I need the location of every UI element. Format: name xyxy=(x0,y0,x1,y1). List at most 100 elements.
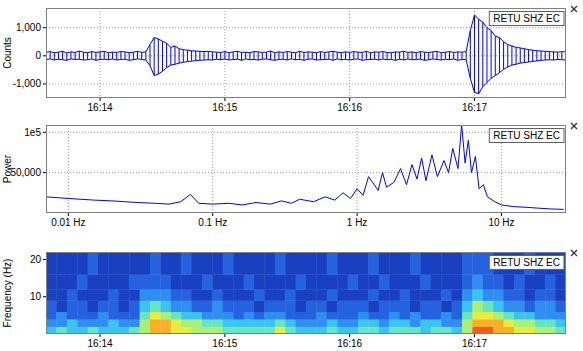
cell xyxy=(545,327,556,334)
data xyxy=(46,252,566,334)
cell xyxy=(452,289,463,301)
cell xyxy=(108,300,119,312)
cell xyxy=(212,312,223,320)
amplitude-segment xyxy=(258,52,259,60)
cell xyxy=(88,300,99,312)
cell xyxy=(556,289,566,301)
cell xyxy=(358,312,369,320)
amplitude-segment xyxy=(224,52,225,59)
tick-label: 1,000 xyxy=(16,22,41,33)
cell xyxy=(150,289,161,301)
tick xyxy=(224,98,225,101)
amplitude-segment xyxy=(116,52,117,60)
amplitude-segment xyxy=(553,52,554,60)
tick-label: 16:17 xyxy=(462,338,487,349)
cell xyxy=(275,252,286,275)
cell xyxy=(472,274,483,289)
cell xyxy=(202,252,213,275)
cell xyxy=(223,252,234,275)
cell xyxy=(472,319,483,327)
cell xyxy=(306,327,317,334)
tick xyxy=(43,83,46,84)
cell xyxy=(119,300,130,312)
amplitude-segment xyxy=(308,52,309,59)
cell xyxy=(535,300,546,312)
cell xyxy=(504,327,515,334)
amplitude-segment xyxy=(474,15,475,92)
cell xyxy=(535,289,546,301)
cell xyxy=(389,319,400,327)
cell xyxy=(108,274,119,289)
amplitude-segment xyxy=(486,28,487,83)
close-icon[interactable] xyxy=(571,6,577,12)
tick-label: 1 Hz xyxy=(347,217,368,228)
grid-line xyxy=(474,8,475,98)
amplitude-segment xyxy=(499,38,500,73)
cell xyxy=(514,312,525,320)
amplitude-segment xyxy=(195,51,196,61)
tick-label: 20 xyxy=(30,254,42,265)
cell xyxy=(296,319,307,327)
data xyxy=(46,15,566,94)
amplitude-segment xyxy=(108,53,109,60)
cell xyxy=(202,274,213,289)
amplitude-segment xyxy=(233,52,234,60)
panel: 16:1416:1516:1616:171020Frequency (Hz)RE… xyxy=(2,250,577,349)
plot-area xyxy=(46,252,566,334)
amplitude-segment xyxy=(95,52,96,60)
tick xyxy=(349,98,350,101)
close-icon[interactable] xyxy=(571,250,577,256)
amplitude-segment xyxy=(341,53,342,60)
amplitude-segment xyxy=(208,51,209,59)
tick-label: 10 Hz xyxy=(488,217,514,228)
cell xyxy=(389,300,400,312)
amplitude-segment xyxy=(387,52,388,59)
tick xyxy=(43,132,46,133)
amplitude-segment xyxy=(237,51,238,59)
close-stroke xyxy=(571,123,577,129)
cell xyxy=(150,274,161,289)
cell xyxy=(316,274,327,289)
close-icon[interactable] xyxy=(571,123,577,129)
cell xyxy=(514,289,525,301)
cell xyxy=(337,274,348,289)
cell xyxy=(400,300,411,312)
tick-label: -1,000 xyxy=(13,78,42,89)
cell xyxy=(535,319,546,327)
grid-line xyxy=(46,83,566,84)
amplitude-segment xyxy=(349,52,350,60)
amplitude-segment xyxy=(532,50,533,61)
panel: 0.01 Hz0.1 Hz1 Hz10 Hz50,0001e5PowerRETU… xyxy=(2,123,577,228)
close-stroke xyxy=(571,250,577,256)
cell xyxy=(254,274,265,289)
tick xyxy=(224,334,225,337)
cell xyxy=(296,312,307,320)
cell xyxy=(160,289,171,301)
amplitude-segment xyxy=(312,52,313,59)
amplitude-segment xyxy=(545,51,546,60)
amplitude-segment xyxy=(470,31,471,79)
cell xyxy=(46,274,57,289)
cell xyxy=(452,319,463,327)
cell xyxy=(160,252,171,275)
cell xyxy=(233,312,244,320)
cell xyxy=(212,274,223,289)
cell xyxy=(98,312,109,320)
cell xyxy=(327,300,338,312)
amplitude-segment xyxy=(503,42,504,70)
plot-area xyxy=(46,8,566,98)
cell xyxy=(337,289,348,301)
cell xyxy=(337,312,348,320)
background xyxy=(0,0,583,351)
cell xyxy=(119,327,130,334)
cell xyxy=(67,327,78,334)
amplitude-segment xyxy=(432,52,433,59)
cell xyxy=(233,274,244,289)
cell xyxy=(67,289,78,301)
cell xyxy=(56,252,67,275)
cell xyxy=(150,300,161,312)
grid-line xyxy=(46,172,566,173)
cell xyxy=(410,252,421,275)
cell xyxy=(150,327,161,334)
cell xyxy=(431,312,442,320)
